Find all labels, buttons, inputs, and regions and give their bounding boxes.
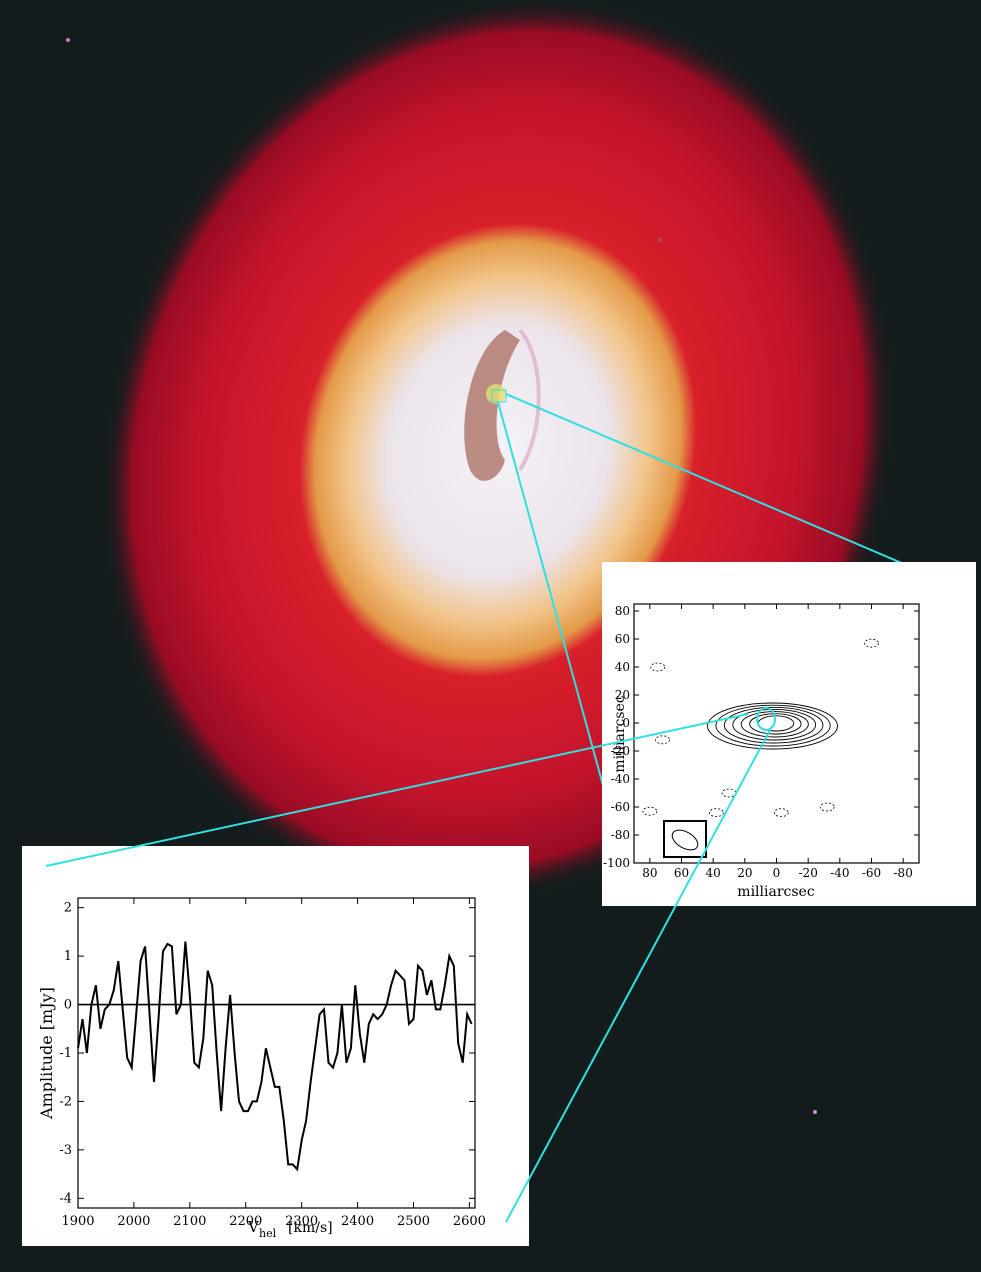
noise-contour xyxy=(708,808,724,818)
y-tick-label: 60 xyxy=(615,632,630,646)
y-tick-label: -40 xyxy=(611,772,630,786)
vlbi-map-panel: 80 60 40 20 0 -20 -40 -60 -80 80 60 40 20 0 -20 -40 -60-… xyxy=(602,562,976,906)
x-tick-label: 60 xyxy=(674,866,689,880)
nucleus-glow xyxy=(486,384,506,404)
star xyxy=(66,38,70,42)
y-tick-label: -2 xyxy=(59,1094,72,1109)
x-tick-label: 2400 xyxy=(341,1214,374,1229)
x-tick-label: -80 xyxy=(894,866,913,880)
x-axis-label-main: V xyxy=(247,1218,260,1236)
contour-map xyxy=(642,638,879,818)
x-tick-label: 2100 xyxy=(173,1214,206,1229)
x-tick-label: 2000 xyxy=(117,1214,150,1229)
x-axis-label-sub: hel xyxy=(259,1227,277,1240)
y-tick-label: -80 xyxy=(611,828,630,842)
noise-contour xyxy=(655,735,670,745)
y-axis-label: milliarcsec xyxy=(612,695,628,773)
y-tick-label: -60 xyxy=(611,800,630,814)
x-tick-label: -20 xyxy=(799,866,818,880)
dust-lane xyxy=(464,330,520,481)
x-tick-label: 2200 xyxy=(229,1214,262,1229)
beam-ellipse xyxy=(671,829,699,851)
x-tick-label: 80 xyxy=(642,866,657,880)
beam-box xyxy=(663,820,707,858)
y-tick-label: 0 xyxy=(64,998,72,1013)
y-tick-label: 80 xyxy=(615,604,630,618)
x-axis-label-unit: [km/s] xyxy=(288,1220,333,1236)
spectrum-line-chart: 1900 2000 2100 2200 2300 2400 2500 2600 2 1 0 -1 -2 -… xyxy=(37,897,486,1240)
star xyxy=(813,1110,817,1114)
dust-lane-rim xyxy=(518,328,541,472)
noise-contour xyxy=(642,806,658,816)
plot-frame xyxy=(77,897,476,1209)
x-tick-label: 0 xyxy=(773,866,781,880)
noise-contour xyxy=(819,802,835,812)
x-tick-label: 20 xyxy=(737,866,752,880)
star xyxy=(658,238,662,242)
x-tick-label: 40 xyxy=(706,866,721,880)
x-tick-label: 2500 xyxy=(397,1214,430,1229)
y-tick-label: 20 xyxy=(615,688,630,702)
x-tick-label: 2300 xyxy=(285,1214,318,1229)
noise-contour xyxy=(864,638,879,648)
noise-contour xyxy=(650,662,666,672)
y-tick-label: 1 xyxy=(64,949,72,964)
y-tick-label: 2 xyxy=(64,901,72,916)
y-tick-label: -100 xyxy=(603,856,630,870)
x-tick-label: -60 xyxy=(862,866,881,880)
y-tick-label: -1 xyxy=(59,1046,72,1061)
y-axis-label: Amplitude [mJy] xyxy=(37,987,56,1120)
contour-level xyxy=(740,711,809,738)
contour-level xyxy=(707,702,838,750)
connector-line xyxy=(505,393,947,583)
x-axis-label: milliarcsec xyxy=(737,884,815,900)
y-tick-label: 40 xyxy=(615,660,630,674)
plot-frame xyxy=(633,603,920,864)
vlbi-contour-chart: 80 60 40 20 0 -20 -40 -60 -80806040200-20-40-60-… xyxy=(603,603,920,900)
x-tick-label: 1900 xyxy=(61,1214,94,1229)
spectrum-panel: 1900 2000 2100 2200 2300 2400 2500 2600 2 1 0 -1 -2 -… xyxy=(22,846,529,1246)
x-tick-label: -40 xyxy=(830,866,849,880)
y-tick-label: -4 xyxy=(59,1191,72,1206)
y-tick-label: -3 xyxy=(59,1143,72,1158)
spectrum-series-line xyxy=(77,941,473,1172)
x-tick-label: 2600 xyxy=(453,1214,486,1229)
contour-level xyxy=(757,715,795,732)
noise-contour xyxy=(721,788,737,798)
noise-contour xyxy=(773,808,789,818)
